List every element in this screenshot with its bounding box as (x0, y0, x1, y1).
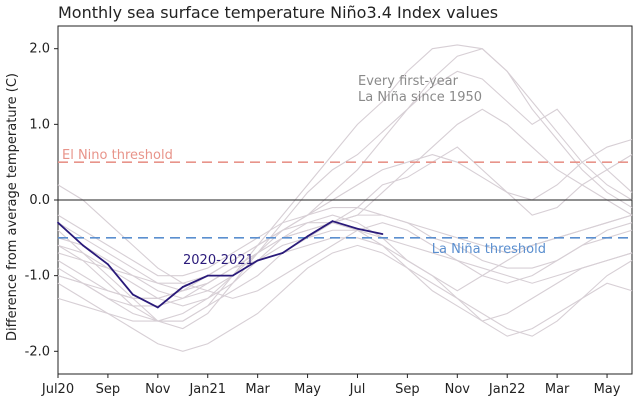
highlight-series-point (381, 233, 384, 235)
background-series-line-12 (57, 138, 633, 292)
x-tick-label: Jan22 (488, 382, 526, 397)
x-tick-label: Nov (445, 382, 471, 397)
plot-area: El Nino threshold La Niña threshold Every … (25, 25, 633, 397)
x-tick-label: May (294, 382, 321, 397)
y-axis-label: Difference from average temperature (C) (5, 73, 20, 341)
x-tick-label: Jan21 (188, 382, 226, 397)
chart-title: Monthly sea surface temperature Niño3.4 … (58, 3, 499, 22)
highlight-series-point (356, 227, 359, 230)
highlight-series-point (181, 286, 184, 288)
x-tick-label: May (594, 382, 621, 397)
y-tick-label: 0.0 (29, 193, 50, 208)
x-tick-label: Nov (145, 382, 171, 397)
y-tick-label: -2.0 (25, 344, 50, 359)
highlight-series-point (57, 221, 59, 224)
y-tick-label: -1.0 (25, 269, 50, 284)
la-nina-threshold-label: La Niña threshold (432, 242, 546, 257)
y-tick-label: 2.0 (29, 42, 50, 57)
highlight-series-point (107, 263, 109, 266)
highlight-series-point (131, 293, 134, 296)
x-tick-label: Mar (545, 382, 570, 397)
x-tick-label: Sep (395, 382, 420, 397)
highlight-series-point (331, 220, 334, 223)
el-nino-threshold-label: El Nino threshold (62, 148, 173, 163)
background-note-line-2: La Niña since 1950 (358, 90, 482, 105)
x-tick-label: Sep (96, 382, 121, 397)
background-note-line-1: Every first-year (358, 74, 459, 89)
y-tick-label: 1.0 (29, 117, 50, 132)
x-tick-label: Mar (245, 382, 270, 397)
highlight-series-point (82, 244, 84, 247)
highlight-series-line (57, 220, 383, 309)
background-series-line-5 (57, 214, 633, 307)
background-series-line-8 (57, 207, 633, 277)
background-series-line-11 (57, 214, 633, 322)
background-series-line-1 (57, 44, 633, 322)
highlight-series-point (306, 235, 309, 238)
x-tick-label: Jul (349, 382, 366, 397)
highlight-series-point (231, 274, 234, 277)
highlight-series-label: 2020-2021 (183, 253, 254, 268)
highlight-series-point (206, 274, 209, 277)
background-series-line-14 (57, 48, 633, 284)
background-series-line-10 (57, 222, 633, 299)
highlight-series-point (156, 306, 159, 309)
highlight-series-point (281, 252, 284, 254)
highlight-series-point (256, 259, 259, 262)
background-series-line-6 (57, 244, 633, 352)
x-tick-label: Jul20 (41, 382, 74, 397)
background-series-line-7 (57, 229, 633, 322)
background-series-line-13 (57, 237, 633, 337)
background-series-line-2 (57, 70, 633, 330)
